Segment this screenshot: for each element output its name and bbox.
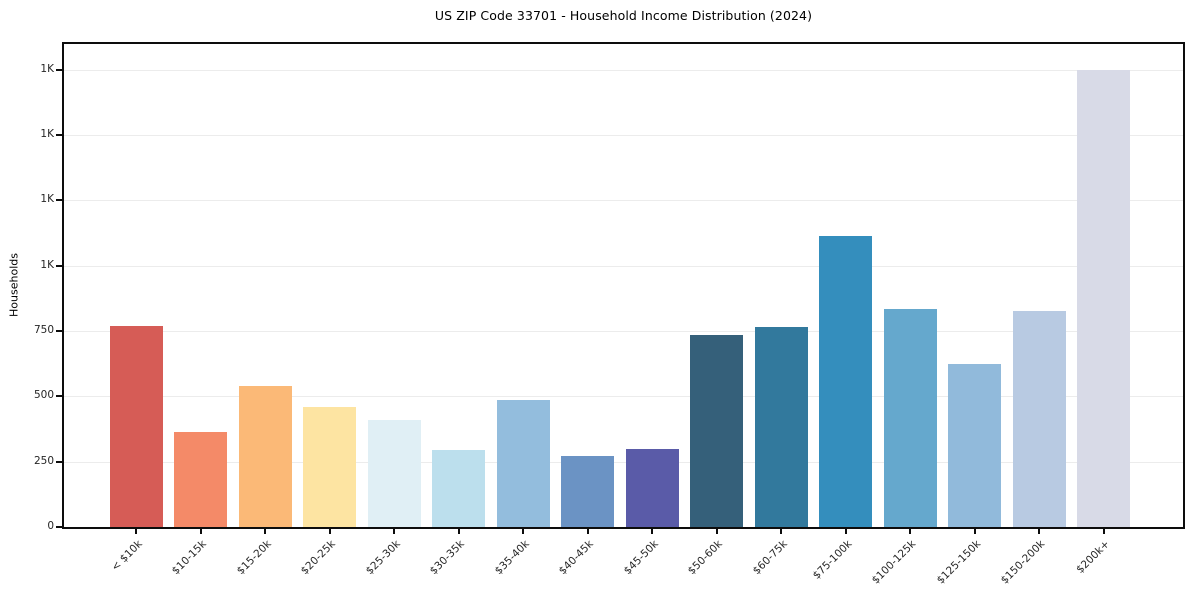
- y-tick-mark: [56, 460, 62, 463]
- x-tick-mark: [135, 529, 137, 534]
- bar-$60-75k: [754, 327, 808, 527]
- x-tick-mark: [457, 529, 460, 534]
- chart-title: US ZIP Code 33701 - Household Income Dis…: [434, 8, 813, 23]
- plot-area: [62, 42, 1185, 529]
- bar-< $10k: [109, 325, 163, 527]
- y-tick-label: 250: [33, 454, 54, 467]
- y-tick-mark: [56, 264, 62, 267]
- bar-$50-60k: [690, 334, 743, 527]
- bar-$100-125k: [883, 308, 937, 527]
- bar-$30-35k: [432, 449, 485, 527]
- gridline: [64, 331, 1183, 332]
- y-tick-label: 500: [33, 389, 54, 402]
- y-tick-mark: [56, 395, 62, 398]
- bar-$25-30k: [367, 419, 421, 527]
- bar-$200k+: [1077, 69, 1130, 527]
- y-tick-mark: [56, 526, 62, 528]
- y-tick-label: 1K: [40, 128, 54, 140]
- bar-$125-150k: [948, 363, 1001, 527]
- x-tick-mark: [586, 529, 589, 534]
- gridline: [64, 461, 1183, 463]
- x-tick-mark: [780, 529, 782, 534]
- bar-$35-40k: [496, 400, 550, 527]
- y-tick-mark: [56, 134, 62, 136]
- gridline: [64, 135, 1183, 136]
- bar-$45-50k: [625, 448, 679, 527]
- y-tick-mark: [56, 68, 62, 71]
- bar-$75-100k: [819, 235, 872, 527]
- gridline: [64, 200, 1183, 202]
- x-tick-mark: [199, 529, 202, 534]
- bar-$10-15k: [174, 431, 227, 527]
- gridline: [64, 69, 1183, 71]
- y-tick-mark: [56, 199, 62, 202]
- gridline: [64, 396, 1183, 398]
- x-tick-mark: [522, 529, 524, 534]
- bar-$15-20k: [238, 385, 292, 527]
- bar-$150-200k: [1012, 311, 1066, 527]
- y-tick-label: 1K: [40, 258, 54, 271]
- gridline: [64, 265, 1183, 267]
- x-tick-mark: [393, 529, 395, 534]
- x-tick-mark: [1038, 529, 1040, 534]
- bar-$20-25k: [303, 406, 356, 527]
- x-tick-mark: [909, 529, 911, 534]
- y-tick-label: 1K: [40, 193, 54, 206]
- x-tick-mark: [264, 529, 266, 534]
- x-tick-mark: [1102, 529, 1105, 534]
- y-tick-mark: [56, 330, 62, 332]
- x-tick-mark: [651, 529, 653, 534]
- y-tick-label: 0: [47, 520, 54, 532]
- x-tick-mark: [973, 529, 976, 534]
- x-tick-mark: [328, 529, 331, 534]
- bar-$40-45k: [561, 456, 614, 527]
- x-tick-mark: [715, 529, 718, 534]
- y-tick-label: 1K: [40, 62, 54, 75]
- x-tick-mark: [844, 529, 847, 534]
- y-tick-label: 750: [33, 324, 54, 336]
